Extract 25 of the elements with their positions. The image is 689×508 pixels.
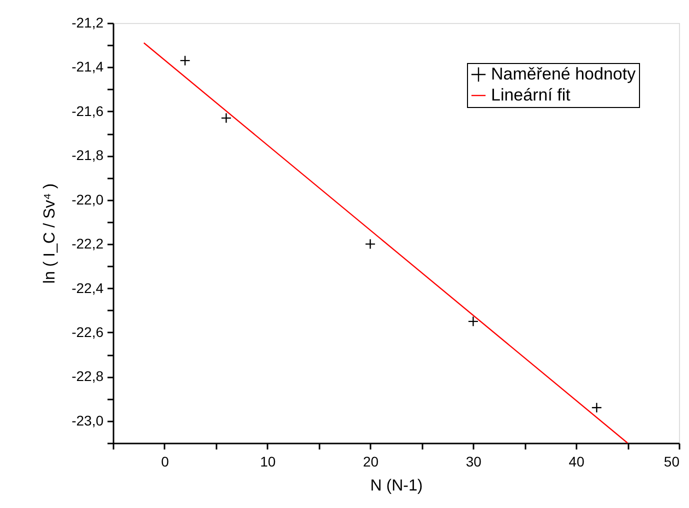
y-tick-label: -22,6 bbox=[72, 324, 104, 340]
x-tick-label: 30 bbox=[466, 454, 482, 470]
x-tick-label: 50 bbox=[664, 454, 680, 470]
x-axis-title: N (N-1) bbox=[370, 478, 423, 494]
legend-label: Naměřené hodnoty bbox=[491, 64, 636, 84]
y-tick-label: -21,8 bbox=[72, 147, 104, 164]
y-tick-label: -22,0 bbox=[72, 191, 104, 208]
point bbox=[468, 316, 479, 327]
y-tick-label: -22,4 bbox=[72, 280, 104, 296]
point bbox=[180, 55, 190, 66]
x-tick-label: 20 bbox=[362, 454, 379, 470]
y-tick-label: -21,6 bbox=[72, 102, 104, 119]
y-tick-label: -22,2 bbox=[72, 236, 104, 252]
legend-label: Lineární fit bbox=[491, 86, 571, 104]
x-tick-label: 0 bbox=[161, 454, 170, 470]
y-tick-label: -23,0 bbox=[72, 412, 104, 428]
y-tick-label: -21,4 bbox=[72, 58, 104, 75]
point bbox=[591, 402, 602, 413]
point bbox=[364, 238, 376, 250]
y-tick-label: -21,2 bbox=[72, 14, 104, 30]
x-tick-label: 10 bbox=[260, 454, 276, 470]
y-tick-label: -22,8 bbox=[72, 368, 104, 384]
y-axis-title: ln ( I_C / Sv⁴ ) bbox=[42, 183, 59, 284]
point bbox=[220, 112, 232, 124]
x-tick-label: 40 bbox=[568, 454, 585, 470]
